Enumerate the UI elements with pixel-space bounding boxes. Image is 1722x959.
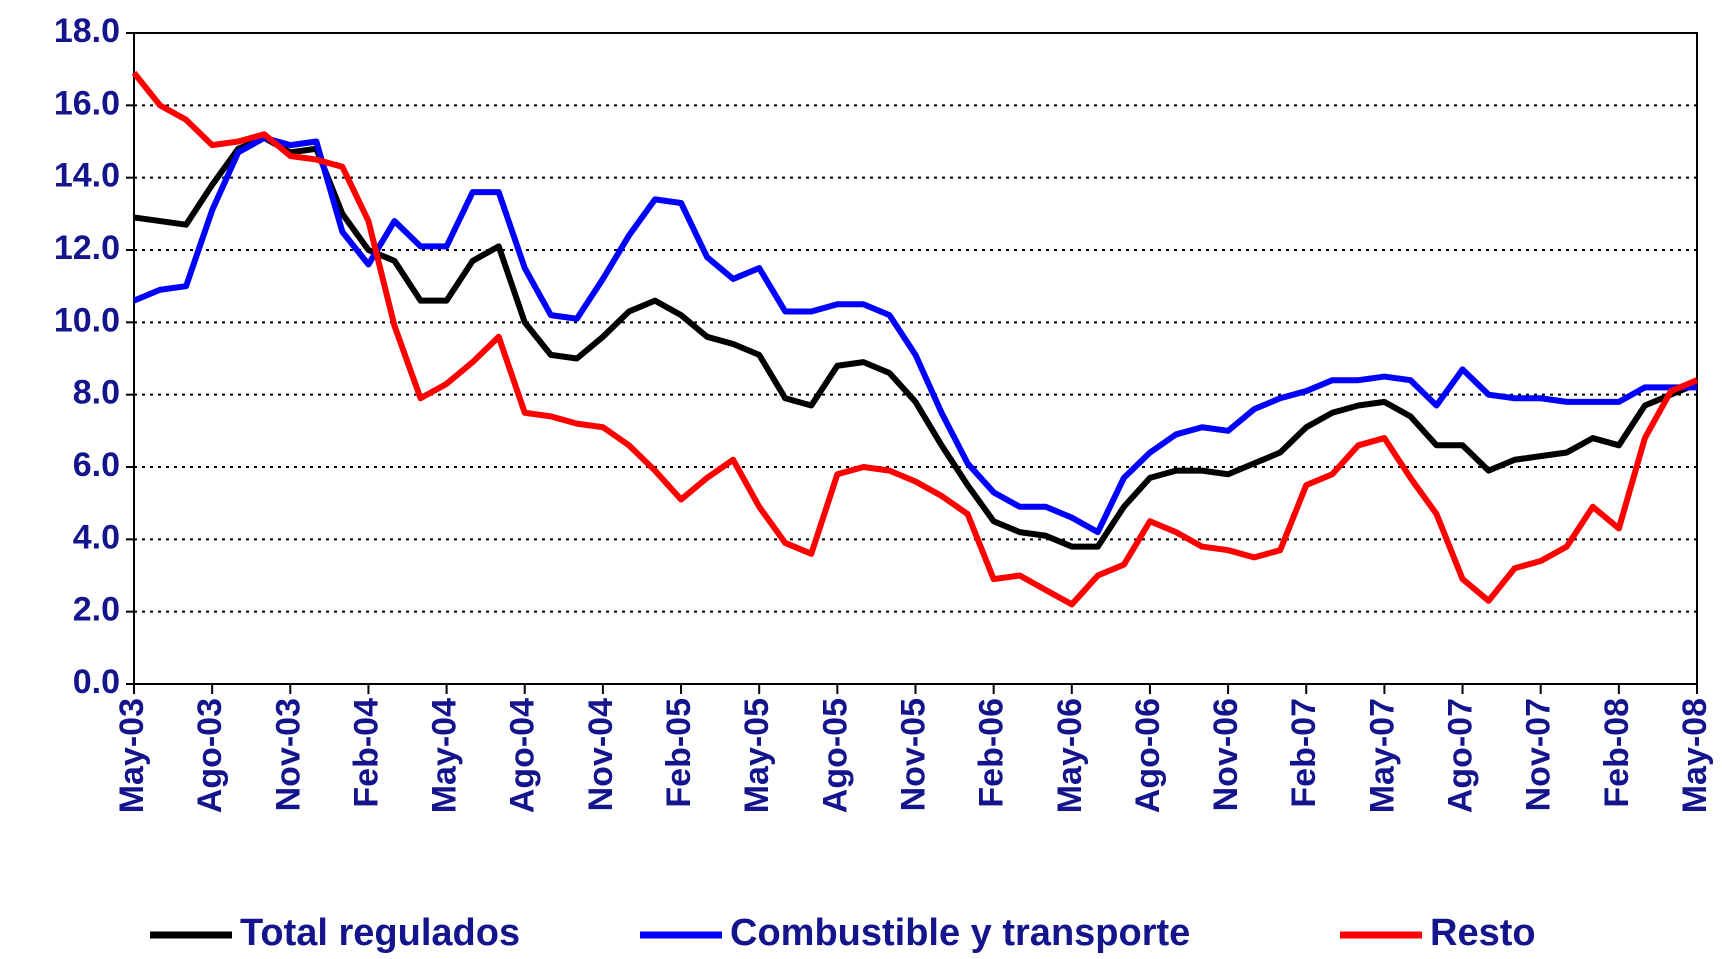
x-tick-label: Nov-07: [1520, 698, 1558, 811]
legend-label: Combustible y transporte: [730, 912, 1190, 954]
x-tick-label: Nov-03: [269, 698, 307, 811]
y-tick-label: 0.0: [73, 663, 120, 701]
x-tick-label: May-07: [1363, 698, 1401, 813]
legend-label: Total regulados: [240, 912, 520, 954]
y-tick-label: 6.0: [73, 446, 120, 484]
x-tick-label: Ago-03: [191, 698, 229, 813]
x-tick-label: Ago-04: [504, 698, 542, 813]
x-tick-label: Feb-07: [1285, 698, 1323, 808]
x-tick-label: Ago-07: [1442, 698, 1480, 813]
y-tick-label: 2.0: [73, 591, 120, 629]
y-tick-label: 8.0: [73, 374, 120, 412]
y-tick-label: 16.0: [54, 84, 120, 122]
x-tick-label: May-06: [1051, 698, 1089, 813]
y-tick-label: 18.0: [54, 12, 120, 50]
legend-label: Resto: [1430, 912, 1536, 954]
x-tick-label: May-05: [738, 698, 776, 813]
series-line: [132, 134, 1697, 536]
x-tick-label: Feb-04: [347, 698, 385, 808]
x-tick-label: Nov-06: [1207, 698, 1245, 811]
y-tick-label: 14.0: [54, 157, 120, 195]
series-line: [133, 134, 1699, 550]
x-tick-label: Feb-08: [1598, 698, 1636, 808]
x-tick-label: Ago-06: [1129, 698, 1167, 813]
y-tick-label: 4.0: [73, 518, 120, 556]
y-tick-label: 10.0: [54, 301, 120, 339]
x-tick-label: May-03: [113, 698, 151, 813]
x-tick-label: Feb-06: [973, 698, 1011, 808]
y-tick-label: 12.0: [54, 229, 120, 267]
x-tick-label: Nov-04: [582, 698, 620, 811]
x-tick-label: Ago-05: [816, 698, 854, 813]
x-tick-label: Feb-05: [660, 698, 698, 808]
x-tick-label: May-04: [426, 698, 464, 813]
series-line: [131, 70, 1699, 608]
x-tick-label: Nov-05: [894, 698, 932, 811]
x-tick-label: May-08: [1676, 698, 1714, 813]
